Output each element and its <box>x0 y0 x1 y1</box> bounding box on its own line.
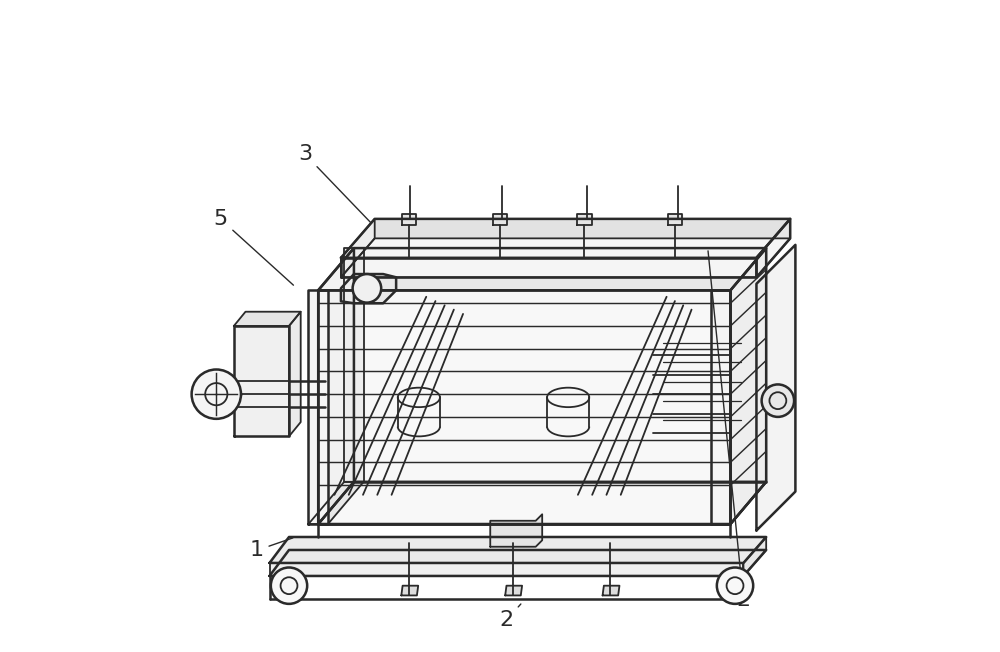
Polygon shape <box>730 248 766 524</box>
Polygon shape <box>756 219 790 277</box>
Polygon shape <box>711 290 730 524</box>
Polygon shape <box>401 585 418 595</box>
Polygon shape <box>402 214 416 226</box>
Circle shape <box>192 370 241 419</box>
Text: 5: 5 <box>214 209 293 285</box>
Polygon shape <box>341 274 396 303</box>
Polygon shape <box>318 248 766 290</box>
Polygon shape <box>341 219 790 258</box>
Polygon shape <box>668 214 682 226</box>
Polygon shape <box>318 290 730 524</box>
Polygon shape <box>341 239 790 277</box>
Polygon shape <box>505 585 522 595</box>
Polygon shape <box>577 214 592 226</box>
Polygon shape <box>318 248 354 524</box>
Polygon shape <box>341 258 756 277</box>
Polygon shape <box>730 248 766 524</box>
Polygon shape <box>270 537 766 563</box>
Polygon shape <box>270 550 766 576</box>
Polygon shape <box>289 312 301 436</box>
Polygon shape <box>308 482 364 524</box>
Polygon shape <box>743 537 766 576</box>
Circle shape <box>271 567 307 604</box>
Polygon shape <box>756 245 795 531</box>
Polygon shape <box>493 214 507 226</box>
Circle shape <box>717 567 753 604</box>
Polygon shape <box>270 563 743 576</box>
Polygon shape <box>490 514 542 547</box>
Polygon shape <box>234 312 301 326</box>
Polygon shape <box>234 326 289 436</box>
Text: 2: 2 <box>708 251 751 610</box>
Polygon shape <box>341 219 375 277</box>
Polygon shape <box>344 248 364 482</box>
Text: 3: 3 <box>298 145 371 224</box>
Circle shape <box>762 385 794 417</box>
Text: 2: 2 <box>499 604 521 630</box>
Circle shape <box>353 274 381 303</box>
Text: 1: 1 <box>249 538 293 561</box>
Polygon shape <box>308 290 328 524</box>
Polygon shape <box>603 585 619 595</box>
Polygon shape <box>318 482 766 524</box>
